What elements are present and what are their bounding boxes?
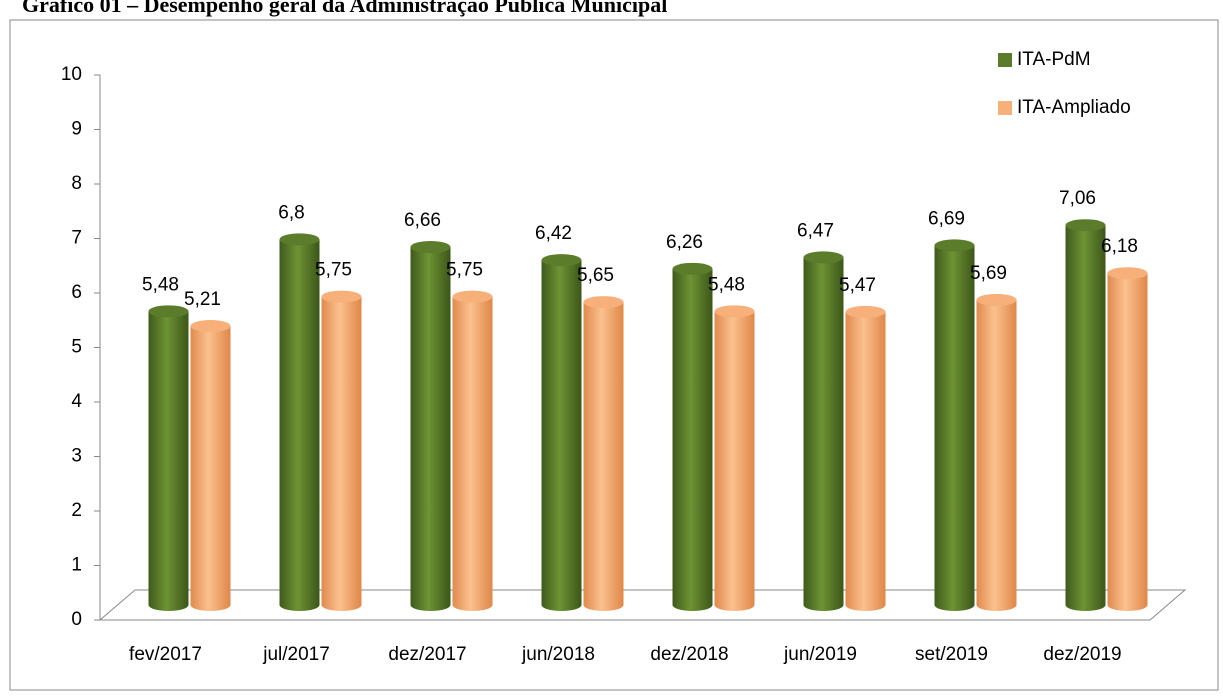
bar	[1107, 267, 1148, 611]
legend-label: ITA-Ampliado	[1017, 97, 1131, 118]
y-tick-label: 8	[71, 173, 82, 194]
y-tick-label: 9	[71, 119, 82, 140]
x-tick-label: jun/2018	[521, 644, 595, 665]
data-label: 5,21	[184, 289, 221, 310]
y-tick-label: 6	[71, 282, 82, 303]
x-tick-label: dez/2018	[650, 644, 728, 665]
y-tick-label: 0	[71, 609, 82, 630]
bar	[148, 305, 189, 611]
legend-label: ITA-PdM	[1017, 49, 1091, 70]
bar	[714, 305, 755, 611]
x-tick-label: jun/2019	[783, 644, 857, 665]
bar-part	[714, 305, 755, 318]
bar	[672, 262, 713, 611]
data-label: 6,26	[666, 232, 703, 253]
bar	[190, 320, 231, 611]
data-label: 5,75	[315, 260, 352, 281]
y-tick-label: 10	[61, 64, 82, 85]
bar-part	[452, 296, 493, 605]
x-tick-label: dez/2017	[388, 644, 466, 665]
bar-part	[190, 326, 231, 605]
legend-swatch	[998, 101, 1012, 115]
legend-swatch	[998, 53, 1012, 67]
bar	[541, 254, 582, 611]
bar-part	[148, 305, 189, 318]
data-label: 5,48	[708, 274, 745, 295]
x-tick-label: dez/2019	[1043, 644, 1121, 665]
data-label: 6,8	[278, 202, 304, 223]
bar-part	[321, 296, 362, 605]
bar-part	[672, 268, 713, 605]
data-label: 5,65	[577, 265, 614, 286]
data-label: 6,42	[535, 223, 572, 244]
bar-part	[452, 290, 493, 303]
bar-part	[672, 262, 713, 275]
data-label: 5,69	[970, 263, 1007, 284]
bar-part	[1107, 273, 1148, 605]
data-label: 6,47	[797, 220, 834, 241]
y-tick-label: 4	[71, 391, 82, 412]
data-label: 7,06	[1059, 188, 1096, 209]
data-label: 5,47	[839, 275, 876, 296]
floor	[98, 589, 1187, 621]
bar-part	[803, 257, 844, 605]
bar-part	[279, 233, 320, 246]
bar-part	[845, 305, 886, 318]
bar-part	[1065, 225, 1106, 606]
chart-title: Gráfico 01 – Desempenho geral da Adminis…	[22, 0, 667, 17]
bar-part	[1107, 267, 1148, 280]
bar	[279, 233, 320, 611]
bar	[803, 251, 844, 611]
bar-part	[583, 296, 624, 309]
y-tick-label: 5	[71, 337, 82, 358]
bar	[845, 305, 886, 611]
bar	[321, 290, 362, 611]
bar-part	[1065, 219, 1106, 232]
data-label: 6,69	[928, 208, 965, 229]
bar	[583, 296, 624, 611]
y-tick-label: 7	[71, 228, 82, 249]
bar-part	[190, 320, 231, 333]
y-tick-label: 3	[71, 446, 82, 467]
bar	[934, 239, 975, 611]
data-label: 5,75	[446, 260, 483, 281]
y-tick-label: 1	[71, 555, 82, 576]
data-label: 5,48	[142, 274, 179, 295]
bar-part	[279, 239, 320, 605]
bar-part	[541, 260, 582, 605]
bar	[976, 293, 1017, 611]
bar	[1065, 219, 1106, 611]
bar-part	[541, 254, 582, 267]
bar-part	[976, 299, 1017, 605]
x-tick-label: jul/2017	[262, 644, 330, 665]
y-tick-label: 2	[71, 500, 82, 521]
bar-part	[714, 311, 755, 605]
bar-part	[845, 311, 886, 605]
bar-part	[934, 239, 975, 252]
bar-part	[410, 241, 451, 254]
bar-part	[321, 290, 362, 303]
data-label: 6,18	[1101, 236, 1138, 257]
bar-part	[976, 293, 1017, 306]
chart-border	[9, 19, 1219, 691]
x-tick-label: set/2019	[915, 644, 988, 665]
bar-part	[583, 302, 624, 605]
bar-part	[934, 245, 975, 605]
bar-part	[148, 311, 189, 605]
bar-part	[803, 251, 844, 264]
bar	[452, 290, 493, 611]
x-tick-label: fev/2017	[129, 644, 202, 665]
data-label: 6,66	[404, 210, 441, 231]
bar-part	[410, 247, 451, 605]
bar	[410, 241, 451, 611]
